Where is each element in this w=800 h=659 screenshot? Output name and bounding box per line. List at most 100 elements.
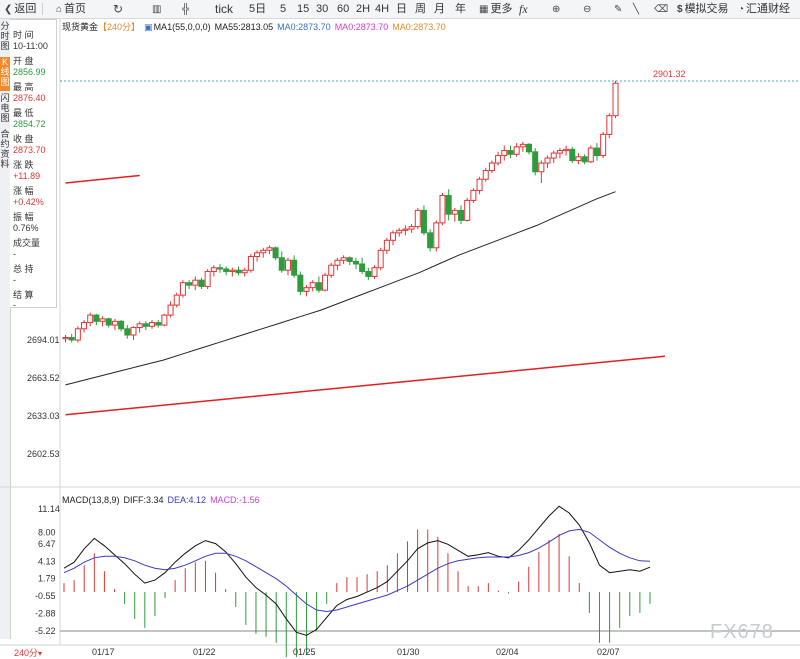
tab-time-sharing[interactable]: 分时图 [0, 21, 10, 55]
mock-trade-button[interactable]: $ 模拟交易 [677, 0, 729, 18]
period-badge[interactable]: 240分▾ [14, 646, 43, 659]
candle-body [526, 143, 532, 153]
price-axis-labels: 2694.01 2663.52 2633.03 2602.53 [27, 335, 60, 459]
period-month[interactable]: 月 [434, 3, 445, 15]
candle-body [365, 270, 372, 277]
zoom-out-button[interactable]: ⊖ [583, 0, 593, 18]
zoom-in-button[interactable]: ⊕ [552, 0, 562, 18]
candle [130, 326, 137, 341]
candle-body [507, 150, 514, 155]
tab-kline[interactable]: K线图 [0, 57, 10, 91]
period-30[interactable]: 30 [316, 3, 329, 15]
info-change-value: +11.89 [13, 171, 41, 181]
info-change-label: 涨 跌 [13, 160, 34, 170]
macd-histogram [63, 529, 651, 657]
candle-body [390, 232, 397, 241]
candle [272, 246, 279, 261]
candle [322, 272, 329, 292]
home-button[interactable]: ⌂ 首页 [56, 0, 86, 18]
price-tick-label: 2694.01 [27, 335, 60, 345]
candle-body [130, 327, 137, 336]
candle [81, 320, 88, 333]
macd-tick-label: -2.88 [35, 609, 56, 619]
home-label: 首页 [64, 3, 87, 15]
candle-body [439, 194, 446, 224]
candle [340, 255, 347, 264]
candle [149, 320, 156, 329]
zoom-in-icon: ⊕ [552, 4, 561, 15]
candle-body [550, 152, 557, 159]
candle-body [396, 229, 403, 234]
candle-chart-button[interactable]: ▥ [152, 0, 163, 18]
candle-body [247, 256, 254, 271]
candle-body [266, 247, 273, 251]
candle [198, 277, 205, 289]
candle-body [315, 282, 322, 291]
candle [352, 257, 359, 269]
candle-body [340, 257, 347, 261]
candle-body [383, 239, 390, 251]
candle-body [451, 209, 458, 215]
candle-body [482, 170, 489, 180]
candle-body [538, 162, 545, 173]
candle [569, 146, 576, 164]
period-60[interactable]: 60 [337, 3, 350, 15]
candle [111, 318, 118, 331]
refresh-button[interactable]: ↻ [113, 0, 125, 18]
price-tick-label: 2663.52 [27, 373, 60, 383]
candle [451, 207, 458, 222]
dollar-icon: $ [677, 4, 683, 15]
period-4h[interactable]: 4H [375, 3, 390, 15]
last-price-label: 2901.32 [653, 69, 686, 79]
delete-tool-button[interactable]: ⌫ [654, 0, 670, 18]
info-pct-value: +0.42% [13, 197, 44, 207]
period-week[interactable]: 周 [415, 3, 426, 15]
period-5[interactable]: 5 [280, 3, 287, 15]
huitong-button[interactable]: ◔ 汇通财经 [738, 0, 790, 18]
legend-ma-set: MA1(55,0,0,0) [153, 22, 211, 32]
back-button[interactable]: ❮ 返回 [4, 0, 36, 18]
period-2h[interactable]: 2H [356, 3, 371, 15]
candle [495, 151, 502, 166]
period-5d[interactable]: 5日 [249, 3, 267, 15]
candle [328, 262, 335, 278]
period-15[interactable]: 15 [297, 3, 310, 15]
tab-flash[interactable]: 闪电图 [0, 93, 10, 127]
tick-button[interactable]: tick [215, 2, 233, 16]
huitong-label: 汇通财经 [746, 3, 791, 15]
candle [247, 254, 254, 273]
mock-trade-label: 模拟交易 [684, 3, 729, 15]
more-button[interactable]: ▦ 更多 [479, 0, 512, 18]
macd-legend-dea: DEA:4.12 [167, 495, 207, 505]
support-trendline [65, 355, 666, 416]
legend-settings-icon[interactable]: ▣ [144, 22, 153, 32]
tab-contract-info[interactable]: 合约资料 [0, 129, 10, 173]
candle-body [198, 279, 205, 287]
candle-body [519, 143, 526, 148]
candle-body [593, 147, 600, 157]
candle-body [408, 226, 415, 230]
indicator-button[interactable]: ╬ [182, 0, 191, 18]
candle-body [223, 268, 230, 272]
price-tick-label: 2633.03 [27, 411, 60, 421]
legend-ma0-a: MA0:2873.70 [277, 22, 331, 32]
candle-body [136, 323, 143, 329]
huitong-logo-icon: ◔ [738, 4, 745, 15]
candle-body [142, 323, 149, 327]
candle [476, 176, 483, 195]
candle [513, 143, 520, 157]
legend-period: 【240分】 [98, 22, 141, 32]
period-day[interactable]: 日 [396, 3, 407, 15]
candle-body [427, 232, 434, 249]
candle [309, 280, 316, 292]
period-year[interactable]: 年 [455, 3, 466, 15]
draw-line-button[interactable]: ✎ [614, 0, 624, 18]
line-tool-button[interactable]: ╲ [633, 0, 641, 18]
candle [593, 143, 600, 161]
candle-body [254, 252, 261, 258]
eraser-icon: ⌫ [654, 4, 669, 15]
pencil-icon: ✎ [614, 4, 623, 15]
formula-button[interactable]: fx [519, 2, 528, 16]
candle [87, 312, 94, 327]
